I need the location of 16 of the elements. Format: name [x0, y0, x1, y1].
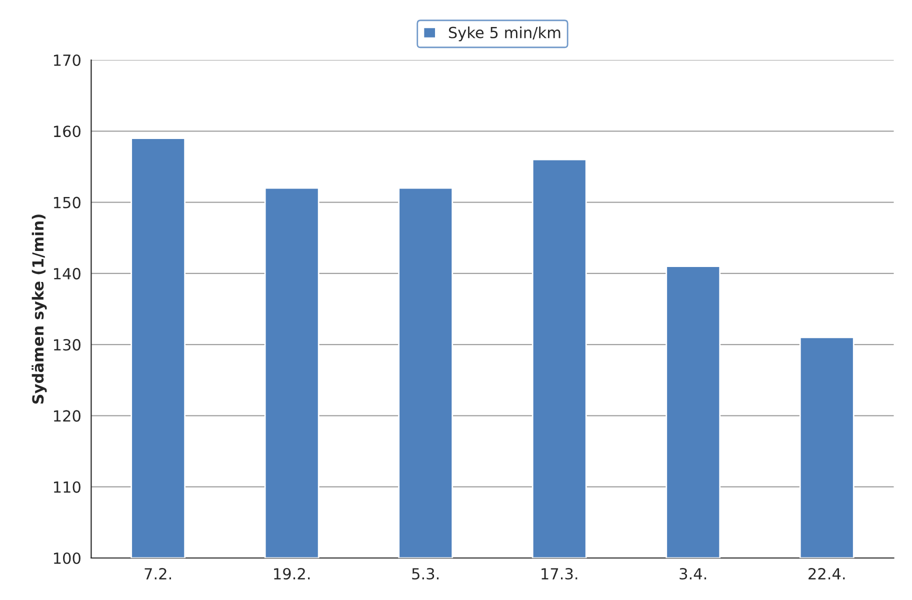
y-tick-label: 100: [54, 552, 80, 564]
y-tick-label: 150: [54, 196, 80, 208]
x-tick-label: 3.4.: [680, 568, 706, 580]
y-tick-label: 160: [54, 126, 80, 138]
legend-label: Syke 5 min/km: [448, 26, 560, 42]
x-tick-label: 7.2.: [144, 568, 172, 580]
y-tick-label: 110: [54, 481, 80, 493]
x-tick-label: 5.3.: [412, 568, 439, 580]
x-tick-label: 19.2.: [274, 568, 310, 580]
y-axis-title: Sydämen syke (1/min): [32, 214, 47, 404]
y-tick-label: 140: [54, 268, 80, 280]
y-tick-label: 130: [54, 339, 80, 351]
x-tick-label: 17.3.: [542, 568, 578, 580]
x-tick-label: 22.4.: [808, 568, 845, 580]
y-tick-label: 170: [54, 54, 80, 66]
y-tick-label: 120: [54, 410, 80, 422]
